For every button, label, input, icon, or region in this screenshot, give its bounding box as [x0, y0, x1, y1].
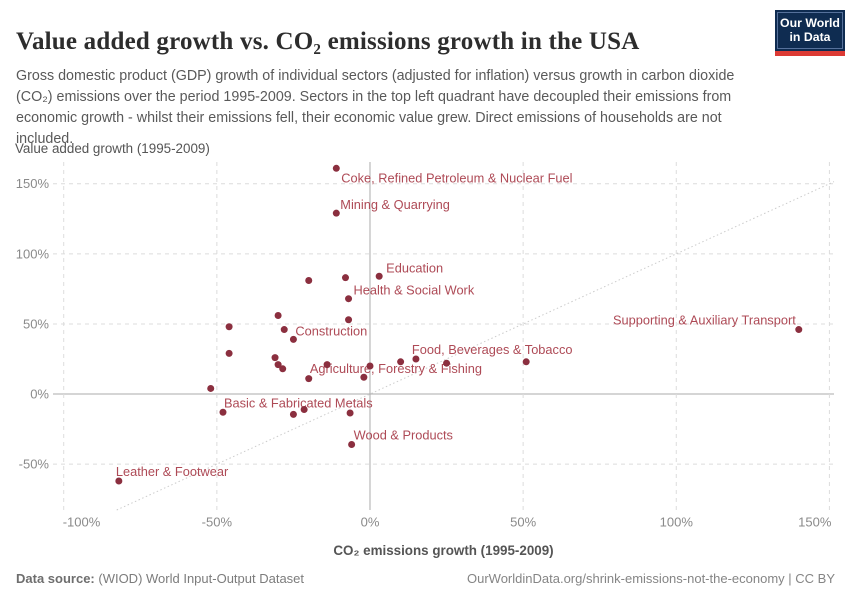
x-tick-label: 100% — [660, 515, 694, 530]
data-point[interactable] — [300, 405, 308, 413]
data-point[interactable] — [522, 358, 530, 366]
point-label: Coke, Refined Petroleum & Nuclear Fuel — [341, 170, 572, 185]
data-source: Data source: (WIOD) World Input-Output D… — [16, 571, 304, 586]
data-point[interactable] — [345, 316, 353, 324]
data-point[interactable] — [345, 295, 353, 303]
page-title: Value added growth vs. CO₂ emissions gro… — [16, 27, 640, 55]
data-point[interactable] — [289, 410, 297, 418]
point-label: Leather & Footwear — [116, 464, 229, 479]
data-point[interactable] — [341, 274, 349, 282]
point-label: Basic & Fabricated Metals — [224, 395, 373, 410]
data-point[interactable] — [348, 441, 356, 449]
point-label: Food, Beverages & Tobacco — [412, 342, 573, 357]
point-label: Education — [386, 260, 443, 275]
data-point[interactable] — [271, 354, 279, 362]
y-tick-label: -50% — [19, 457, 50, 472]
x-axis-title: CO₂ emissions growth (1995-2009) — [333, 543, 553, 558]
x-tick-label: 150% — [798, 515, 832, 530]
data-point[interactable] — [280, 326, 288, 334]
data-point[interactable] — [366, 362, 374, 370]
chart-subtitle: Gross domestic product (GDP) growth of i… — [16, 68, 735, 147]
point-label: Construction — [295, 323, 367, 338]
data-point[interactable] — [332, 164, 340, 172]
x-tick-label: -50% — [202, 515, 233, 530]
data-point[interactable] — [397, 358, 405, 366]
data-point[interactable] — [375, 272, 383, 280]
chart-footer: Data source: (WIOD) World Input-Output D… — [16, 571, 835, 586]
y-tick-label: 0% — [30, 387, 49, 402]
data-point[interactable] — [207, 384, 215, 392]
point-label: Wood & Products — [354, 428, 453, 443]
data-point[interactable] — [279, 365, 287, 373]
data-source-value: (WIOD) World Input-Output Dataset — [94, 571, 305, 586]
x-tick-label: 50% — [510, 515, 536, 530]
data-point[interactable] — [412, 355, 420, 363]
owid-logo-box: Our World in Data — [775, 10, 845, 52]
owid-logo-line2: in Data — [789, 30, 831, 45]
y-tick-label: 150% — [16, 176, 50, 191]
data-point[interactable] — [225, 323, 233, 331]
x-tick-label: 0% — [361, 515, 380, 530]
x-tick-label: -100% — [63, 515, 101, 530]
point-label: Agriculture, Forestry & Fishing — [310, 361, 482, 376]
y-tick-label: 100% — [16, 246, 50, 261]
point-label: Supporting & Auxiliary Transport — [613, 313, 796, 328]
data-point[interactable] — [274, 312, 282, 320]
data-point[interactable] — [115, 477, 123, 485]
credit-link[interactable]: OurWorldinData.org/shrink-emissions-not-… — [467, 571, 835, 586]
data-point[interactable] — [219, 408, 227, 416]
owid-logo-line1: Our World — [780, 16, 840, 30]
scatter-chart: Coke, Refined Petroleum & Nuclear Fuel Mi… — [15, 141, 835, 558]
data-point[interactable] — [323, 361, 331, 369]
data-point[interactable] — [443, 359, 451, 367]
data-point[interactable] — [274, 361, 282, 369]
y-tick-label: 50% — [23, 316, 49, 331]
owid-logo-red-bar — [775, 51, 845, 57]
data-point[interactable] — [305, 276, 313, 284]
data-point[interactable] — [332, 209, 340, 217]
data-point[interactable] — [225, 349, 233, 357]
data-point[interactable] — [360, 373, 368, 381]
point-label: Health & Social Work — [354, 283, 475, 298]
owid-logo[interactable]: Our World in Data — [775, 10, 845, 57]
data-point[interactable] — [795, 326, 803, 334]
parity-line — [116, 181, 835, 511]
data-point[interactable] — [305, 375, 313, 383]
data-source-label: Data source: — [16, 571, 95, 586]
data-point[interactable] — [346, 409, 354, 417]
point-label: Mining & Quarrying — [340, 197, 450, 212]
data-point[interactable] — [289, 335, 297, 343]
y-axis-title: Value added growth (1995-2009) — [15, 141, 210, 156]
